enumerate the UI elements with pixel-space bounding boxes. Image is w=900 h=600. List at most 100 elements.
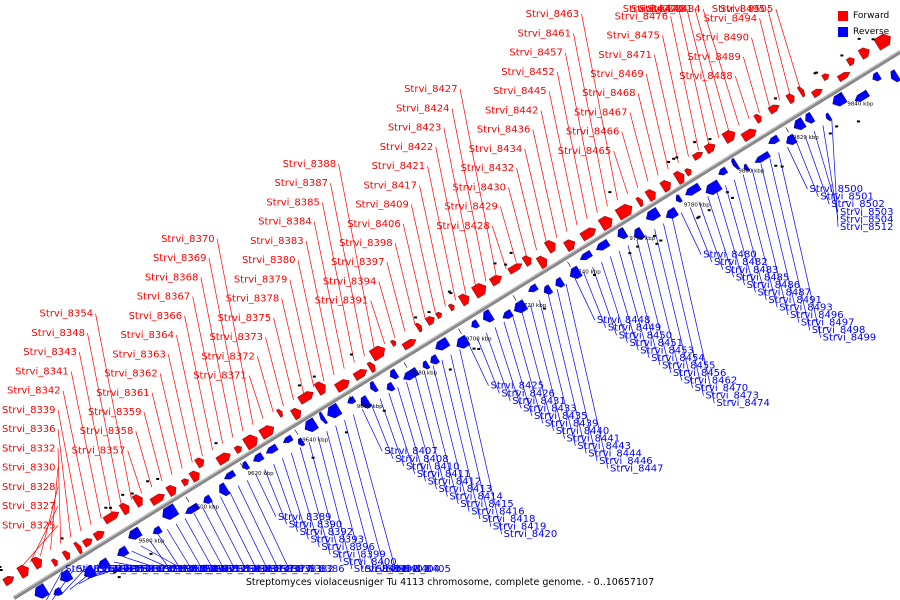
leader-line: [494, 327, 522, 409]
minor-feature-mark: [857, 37, 861, 40]
forward-gene-label: Strvi_8505: [720, 4, 774, 15]
reverse-gene-label: Strvi_8415: [460, 499, 514, 510]
forward-gene-arrow-56: [785, 93, 795, 105]
minor-feature-mark: [113, 571, 117, 574]
minor-feature-mark: [675, 156, 679, 159]
minor-feature-mark: [414, 316, 418, 319]
leader-line: [654, 228, 693, 389]
reverse-gene-label: Strvi_8426: [501, 388, 555, 399]
forward-gene-arrow-45: [635, 196, 644, 208]
reverse-gene-label: Strvi_8392: [300, 527, 354, 538]
minor-feature-mark: [447, 290, 451, 293]
reverse-gene-arrow-13: [223, 469, 237, 480]
leader-line: [432, 365, 470, 512]
leader-line: [613, 150, 629, 195]
minor-feature-mark: [311, 456, 315, 459]
minor-feature-mark: [297, 384, 301, 387]
leader-line: [581, 14, 618, 201]
forward-gene-label: Strvi_8348: [31, 328, 85, 339]
axis-tick-label: 9740 kbp: [575, 270, 601, 276]
leader-line: [344, 420, 385, 570]
reverse-gene-arrow-12: [219, 482, 231, 497]
leader-line: [200, 277, 234, 438]
leader-line: [678, 8, 710, 145]
axis-tick: [240, 463, 244, 469]
leader-line: [547, 294, 587, 454]
leader-line: [477, 338, 500, 394]
forward-swatch: [838, 11, 848, 21]
leader-line: [521, 310, 555, 432]
forward-gene-label: Strvi_8467: [574, 107, 628, 118]
leader-line: [627, 245, 661, 366]
leader-line: [427, 165, 456, 301]
forward-gene-arrow-30: [414, 322, 423, 333]
leader-line: [370, 300, 386, 344]
leader-line: [379, 398, 405, 467]
forward-gene-arrow-4: [61, 550, 70, 561]
forward-gene-label: Strvi_8495: [712, 4, 766, 15]
reverse-gene-arrow-27: [403, 367, 420, 381]
leader-line: [57, 448, 62, 544]
axis-tick: [458, 328, 462, 335]
leader-line: [131, 550, 173, 570]
reverse-gene-label: Strvi_8322: [163, 564, 217, 575]
leader-line: [370, 403, 394, 459]
leader-line: [305, 240, 335, 375]
minor-feature-mark: [504, 263, 508, 266]
minor-feature-mark: [815, 71, 819, 74]
legend: Forward Reverse: [838, 8, 898, 40]
reverse-gene-label: Strvi_8360: [215, 564, 269, 575]
minor-feature-mark: [115, 568, 119, 571]
forward-gene-arrow-60: [836, 72, 851, 83]
leader-line: [281, 298, 305, 394]
reverse-gene-label: Strvi_8399: [332, 549, 386, 560]
forward-gene-label: Strvi_8385: [266, 197, 320, 208]
reverse-gene-arrow-32: [471, 319, 480, 329]
forward-gene-label: Strvi_8357: [72, 445, 126, 456]
axis-tick: [785, 127, 789, 133]
forward-gene-arrow-58: [811, 88, 823, 99]
reverse-gene-arrow-2: [53, 586, 63, 596]
reverse-gene-arrow-53: [768, 134, 780, 145]
reverse-gene-label: Strvi_8512: [840, 222, 894, 233]
reverse-gene-arrow-40: [579, 249, 593, 261]
leader-line: [397, 387, 426, 482]
forward-gene-arrow-15: [194, 457, 205, 469]
minor-feature-mark: [449, 292, 453, 295]
forward-gene-label: Strvi_8362: [104, 369, 158, 380]
forward-gene-label: Strvi_8342: [7, 386, 61, 397]
minor-feature-mark: [344, 431, 348, 434]
forward-gene-label: Strvi_8366: [129, 311, 183, 322]
reverse-gene-label: Strvi_8446: [599, 456, 653, 467]
reverse-gene-arrow-10: [185, 502, 200, 514]
minor-feature-mark: [828, 132, 832, 135]
leader-line: [671, 218, 715, 404]
leader-line: [565, 52, 598, 213]
leader-line: [734, 179, 767, 301]
minor-feature-mark: [672, 157, 676, 160]
reverse-gene-label: Strvi_8400: [343, 557, 397, 568]
minor-feature-mark: [146, 480, 150, 483]
axis-tick: [621, 227, 626, 234]
reverse-gene-arrow-31: [456, 334, 471, 349]
reverse-gene-label: Strvi_8441: [567, 434, 621, 445]
minor-feature-mark: [312, 375, 316, 378]
leader-line: [78, 352, 112, 513]
minor-feature-mark: [636, 245, 640, 248]
leader-line: [208, 258, 244, 432]
forward-gene-label: Strvi_8358: [80, 426, 134, 437]
reverse-gene-label: Strvi_8491: [768, 295, 822, 306]
leader-line: [601, 261, 628, 343]
forward-gene-label: Strvi_8370: [161, 234, 215, 245]
leader-line: [512, 316, 544, 424]
minor-feature-mark: [130, 492, 134, 495]
reverse-gene-label: Strvi_8501: [820, 192, 874, 203]
forward-gene-arrow-29: [401, 339, 417, 351]
minor-feature-mark: [149, 552, 153, 555]
forward-gene-label: Strvi_8434: [469, 144, 523, 155]
minor-feature-mark: [0, 565, 2, 568]
leader-line: [394, 242, 416, 326]
forward-gene-label: Strvi_8339: [2, 405, 56, 416]
forward-gene-label: Strvi_8465: [558, 146, 612, 157]
reverse-gene-label: Strvi_8319: [141, 564, 195, 575]
